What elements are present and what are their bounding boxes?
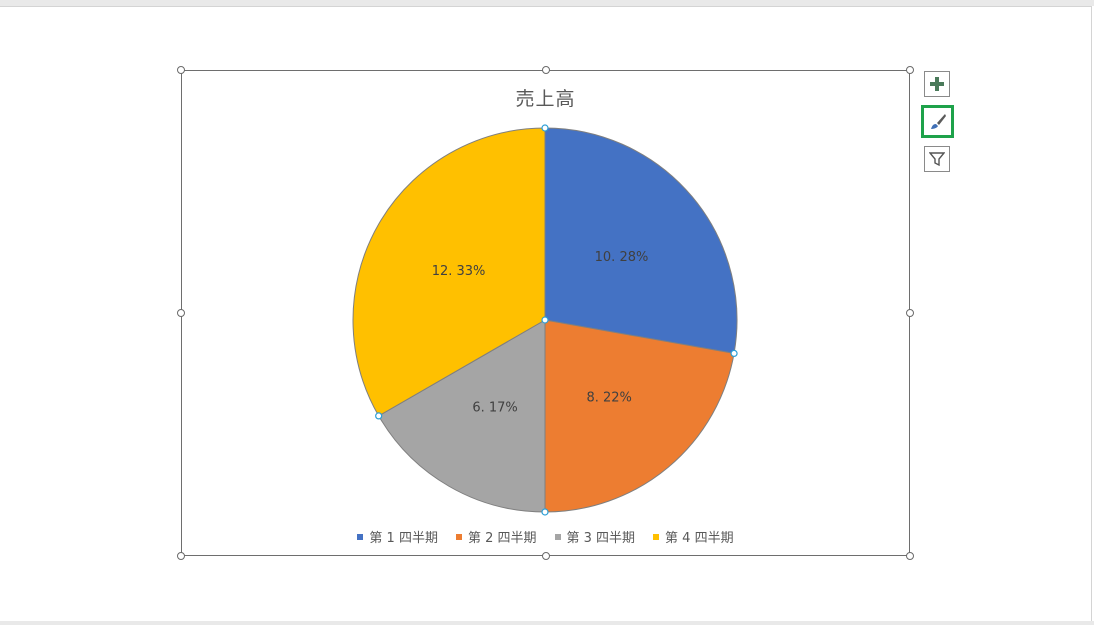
legend-item-3[interactable]: 第 3 四半期 — [554, 527, 636, 546]
series-selection-handle[interactable] — [730, 349, 738, 358]
legend-label: 第 3 四半期 — [566, 531, 636, 546]
series-selection-handle[interactable] — [375, 412, 383, 420]
filter-icon — [929, 152, 945, 167]
resize-handle-bottom-right[interactable] — [906, 552, 914, 560]
chart-legend[interactable]: 第 1 四半期 第 2 四半期 第 3 四半期 第 4 四半期 — [181, 527, 910, 546]
chart-title[interactable]: 売上高 — [515, 88, 576, 110]
pie-slice-3[interactable] — [377, 319, 546, 513]
series-selection-handle[interactable] — [541, 316, 549, 324]
resize-handle-right[interactable] — [906, 309, 914, 317]
pie-slice-1[interactable] — [544, 127, 738, 354]
chart-elements-button[interactable] — [924, 71, 950, 97]
top-strip — [0, 0, 1094, 6]
legend-label: 第 4 四半期 — [665, 531, 734, 546]
resize-handle-bottom-left[interactable] — [177, 552, 185, 560]
legend-swatch — [653, 533, 660, 540]
pie-slice-4[interactable] — [352, 127, 546, 417]
plus-icon — [930, 77, 944, 91]
resize-handle-left[interactable] — [177, 309, 185, 317]
series-selection-handle[interactable] — [541, 508, 549, 516]
legend-item-1[interactable]: 第 1 四半期 — [357, 527, 438, 546]
pie-slice-2[interactable] — [544, 319, 735, 513]
legend-swatch — [455, 533, 462, 540]
chart-styles-button[interactable] — [921, 105, 954, 138]
resize-handle-bottom[interactable] — [542, 552, 550, 560]
data-label-2[interactable]: 8. 22% — [586, 390, 631, 405]
legend-label: 第 2 四半期 — [467, 531, 537, 546]
legend-label: 第 1 四半期 — [369, 531, 438, 546]
legend-item-2[interactable]: 第 2 四半期 — [455, 527, 537, 546]
legend-swatch — [554, 533, 561, 540]
bottom-strip — [0, 621, 1094, 625]
resize-handle-top-right[interactable] — [906, 66, 914, 74]
data-label-4[interactable]: 12. 33% — [432, 264, 486, 279]
resize-handle-top[interactable] — [542, 66, 550, 74]
data-label-3[interactable]: 6. 17% — [472, 400, 517, 415]
resize-handle-top-left[interactable] — [177, 66, 185, 74]
brush-icon — [930, 113, 946, 129]
data-label-1[interactable]: 10. 28% — [595, 250, 649, 265]
legend-swatch — [357, 533, 364, 540]
chart-filters-button[interactable] — [924, 146, 950, 172]
series-selection-handle[interactable] — [541, 124, 549, 132]
legend-item-4[interactable]: 第 4 四半期 — [653, 527, 734, 546]
